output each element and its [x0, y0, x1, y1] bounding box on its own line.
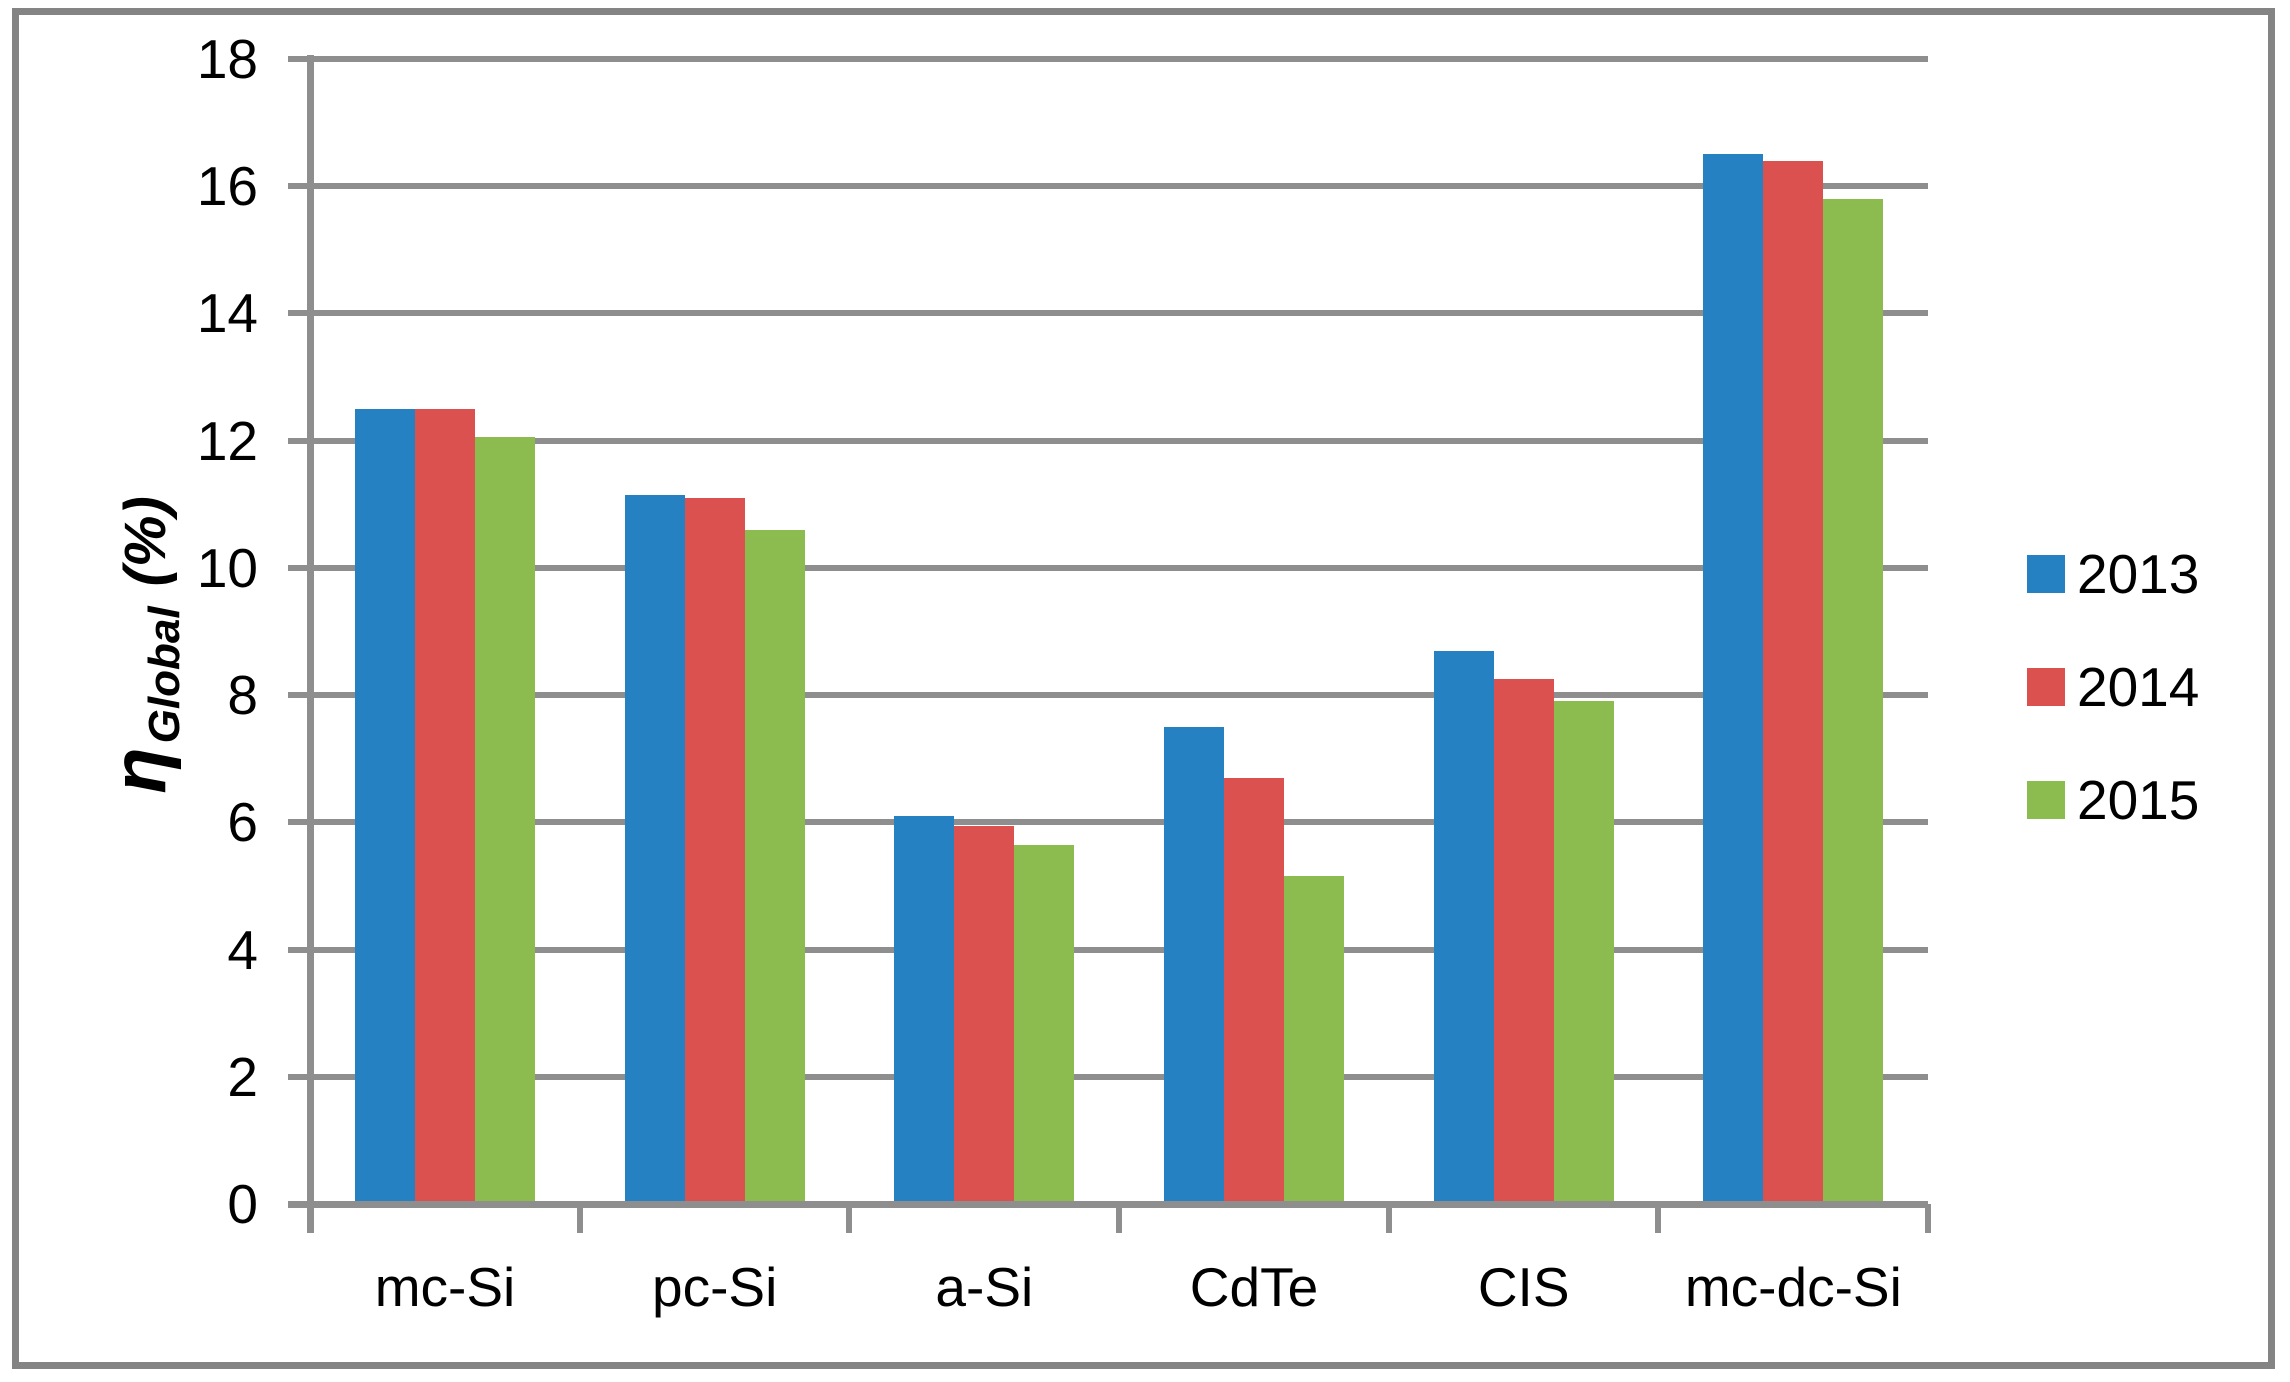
gridline-6	[288, 819, 1928, 826]
y-tick-label-18: 18	[196, 28, 258, 90]
x-label-mc-Si: mc-Si	[374, 1256, 516, 1318]
gridline-12	[288, 437, 1928, 444]
gridline-2	[288, 1073, 1928, 1080]
bar-a-Si-2014	[954, 825, 1015, 1204]
legend-swatch-2014	[2027, 668, 2065, 706]
y-tick-label-4: 4	[227, 918, 258, 981]
bar-mc-Si-2015	[474, 437, 535, 1204]
gridline-16	[288, 183, 1928, 190]
x-axis-tick-6	[1925, 1204, 1931, 1233]
bar-mc-dc-Si-2014	[1763, 160, 1824, 1204]
x-label-CdTe: CdTe	[1189, 1256, 1319, 1318]
y-tick-label-0: 0	[227, 1173, 258, 1235]
legend-swatch-2013	[2027, 555, 2065, 593]
bar-a-Si-2013	[894, 815, 955, 1204]
bar-a-Si-2015	[1014, 844, 1075, 1204]
legend-swatch-2015	[2027, 781, 2065, 819]
y-tick-label-8: 8	[227, 664, 258, 727]
bar-CIS-2014	[1493, 679, 1554, 1204]
gridline-18	[288, 56, 1928, 62]
gridline-8	[288, 692, 1928, 699]
gridline-14	[288, 310, 1928, 317]
y-tick-label-6: 6	[227, 791, 258, 854]
y-tick-label-16: 16	[196, 155, 258, 218]
eta-symbol: η	[97, 747, 182, 794]
legend-label-2015: 2015	[2077, 769, 2200, 831]
x-axis-tick-3	[1116, 1204, 1122, 1233]
bar-mc-Si-2014	[414, 408, 475, 1204]
x-label-pc-Si: pc-Si	[652, 1256, 778, 1318]
y-tick-label-10: 10	[196, 536, 258, 599]
bar-mc-dc-Si-2015	[1823, 198, 1884, 1204]
y-tick-label-14: 14	[196, 282, 258, 345]
bar-mc-dc-Si-2013	[1703, 154, 1764, 1204]
x-label-mc-dc-Si: mc-dc-Si	[1684, 1256, 1902, 1318]
bar-CIS-2013	[1433, 650, 1494, 1204]
x-axis-tick-5	[1655, 1204, 1662, 1233]
y-tick-label-2: 2	[227, 1045, 258, 1108]
x-axis-tick-1	[576, 1204, 583, 1233]
bar-CdTe-2013	[1163, 726, 1224, 1204]
legend-label-2013: 2013	[2077, 543, 2200, 605]
x-axis-tick-4	[1385, 1204, 1392, 1233]
y-axis-line	[307, 55, 314, 1233]
bar-pc-Si-2013	[624, 494, 685, 1204]
x-axis-tick-2	[846, 1204, 853, 1233]
legend-label-2014: 2014	[2077, 656, 2200, 718]
gridline-4	[288, 946, 1928, 953]
x-label-CIS: CIS	[1477, 1256, 1570, 1318]
x-axis-line	[288, 1201, 1928, 1208]
bar-mc-Si-2013	[354, 408, 415, 1204]
gridline-10	[288, 564, 1928, 571]
frame-border	[12, 8, 2275, 1369]
bar-CdTe-2014	[1223, 777, 1284, 1204]
bar-pc-Si-2015	[744, 529, 805, 1204]
bar-pc-Si-2014	[684, 497, 745, 1204]
x-label-a-Si: a-Si	[935, 1256, 1034, 1318]
bar-CdTe-2015	[1283, 876, 1344, 1204]
bar-CIS-2015	[1553, 701, 1614, 1204]
y-tick-label-12: 12	[196, 409, 258, 472]
